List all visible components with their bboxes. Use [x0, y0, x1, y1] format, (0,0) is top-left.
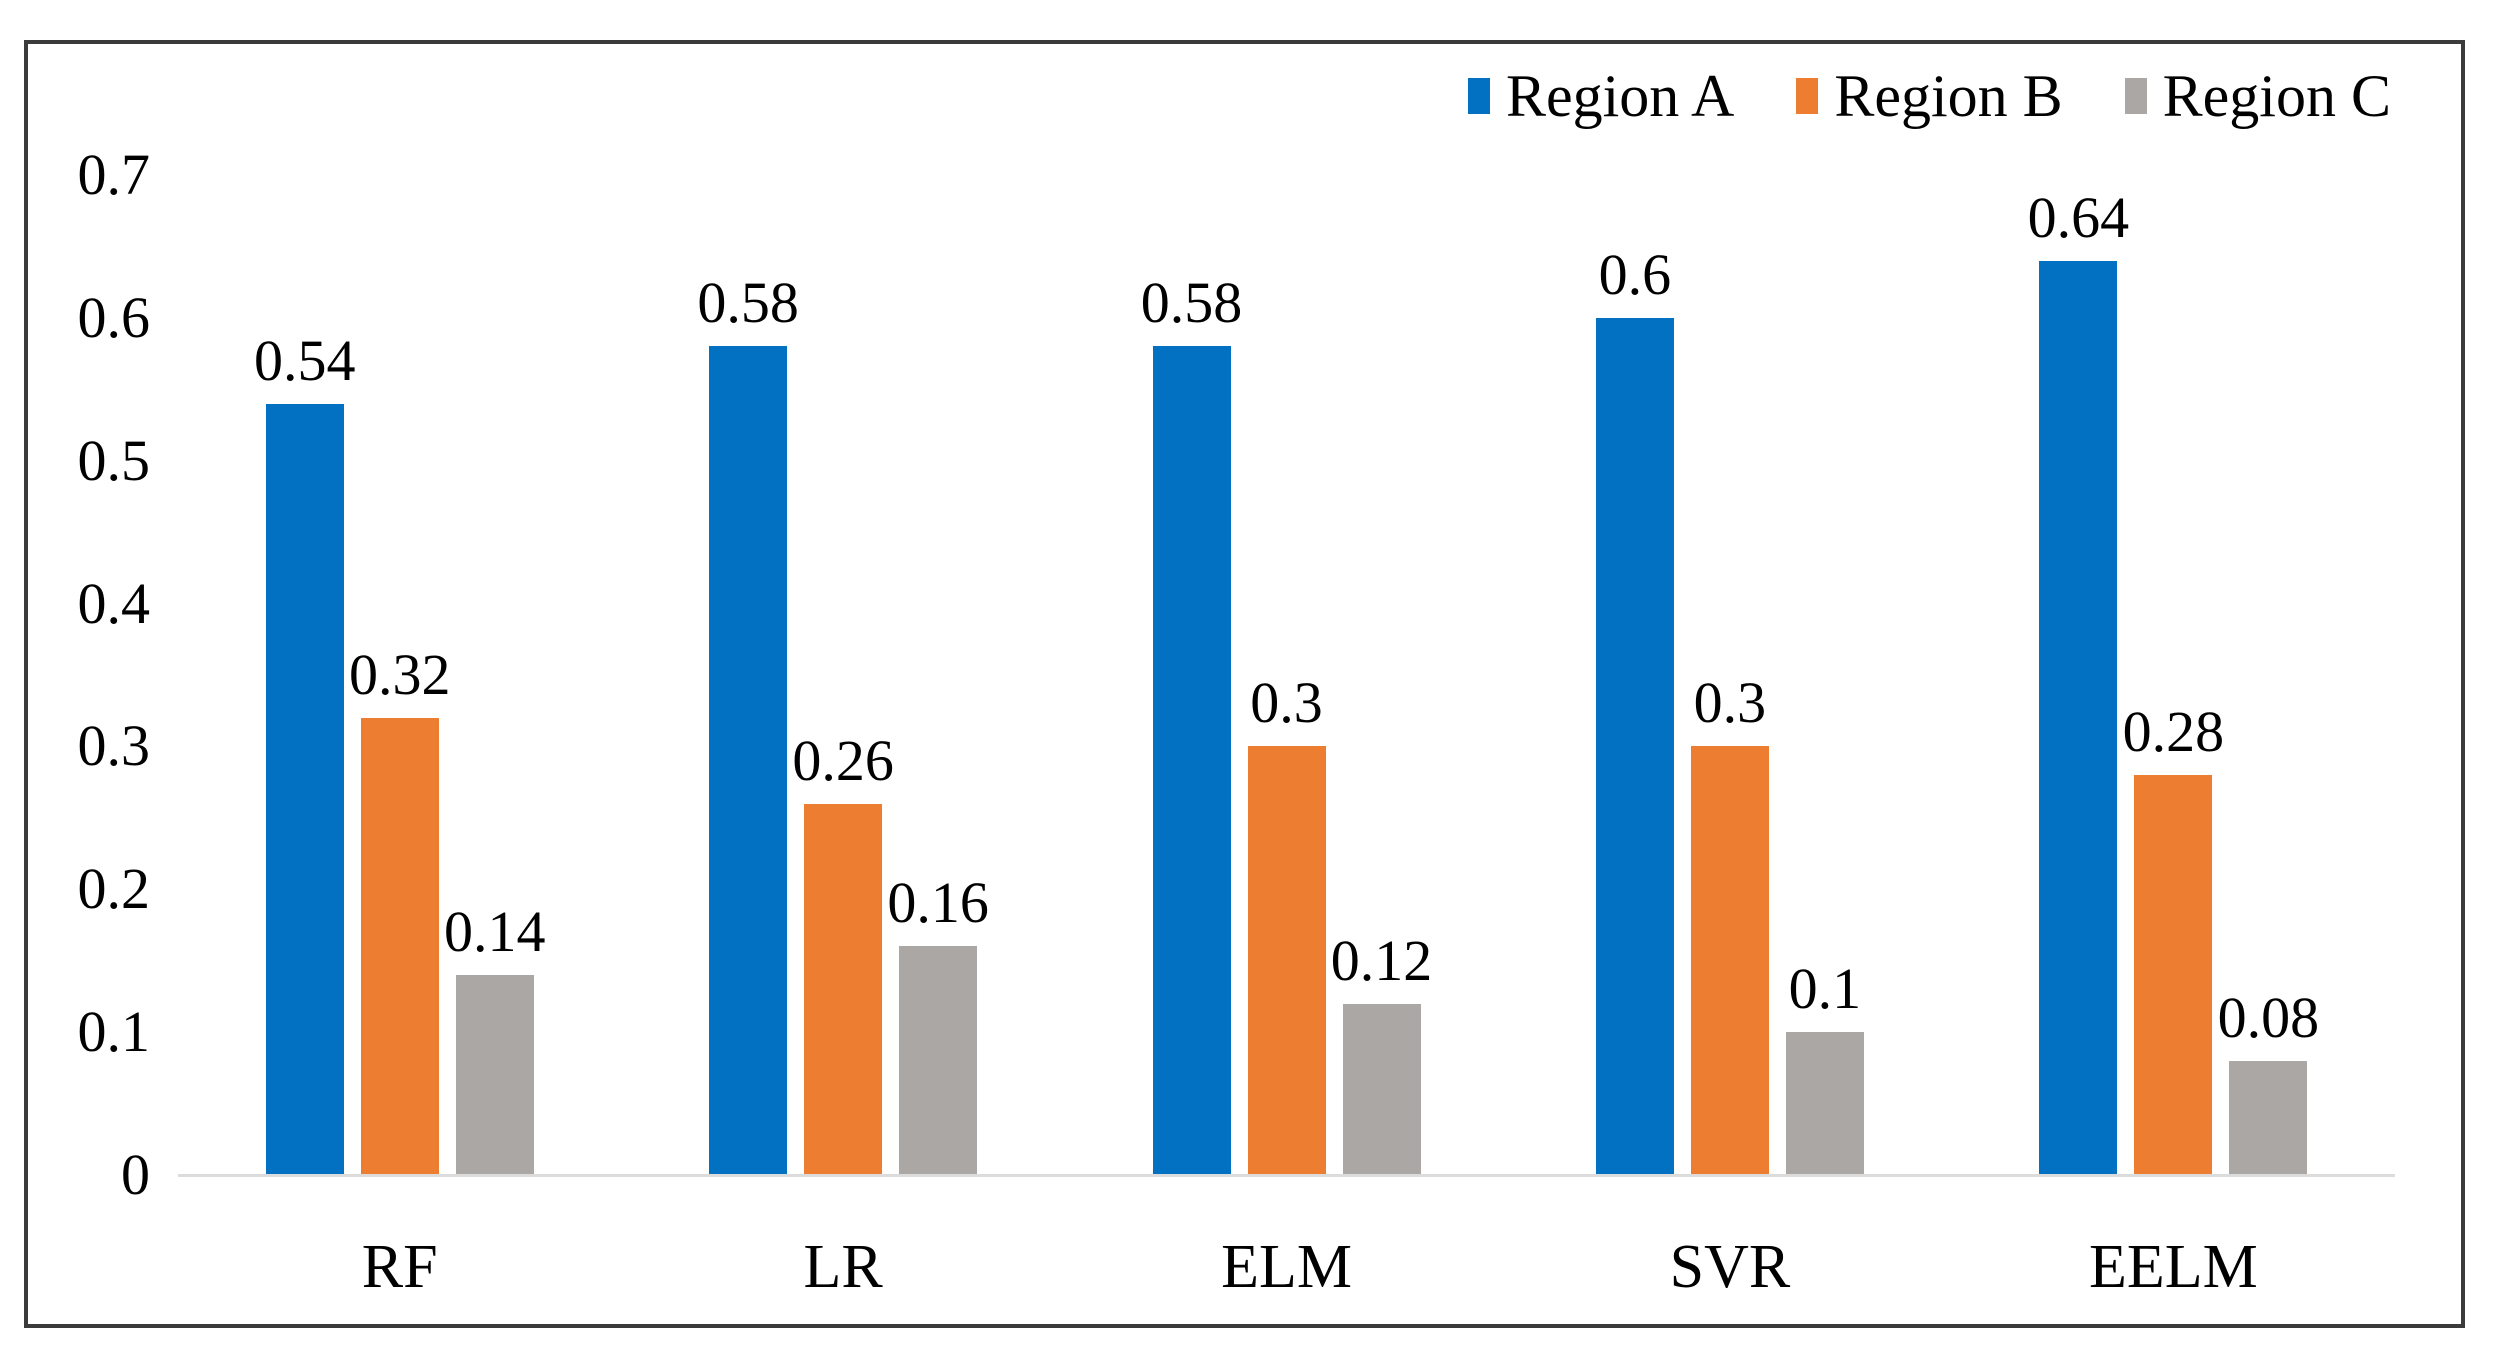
x-axis-baseline	[178, 1174, 2395, 1177]
y-tick-0-3: 0.3	[77, 713, 151, 779]
bar-label-lr-region-c: 0.16	[887, 870, 989, 936]
bar-group-lr: 0.58 0.26 0.16	[621, 175, 1064, 1175]
bar-label-svr-region-a: 0.6	[1598, 241, 1672, 307]
bar-label-rf-region-b: 0.32	[348, 641, 451, 707]
x-label-rf: RF	[361, 1233, 438, 1301]
bar-groups: 0.54 0.32 0.14 0.58 0.26 0.16 0.58 0.3 0.12 0.6 0.…	[178, 175, 2395, 1175]
bar-rf-region-a: 0.54	[254, 331, 355, 1175]
bar-svr-region-a: 0.6	[1595, 245, 1674, 1175]
bar-group-eelm: 0.64 0.28 0.08	[1952, 175, 2395, 1175]
bar-group-rf: 0.54 0.32 0.14	[178, 175, 621, 1175]
legend-label-region-c: Region C	[2162, 63, 2391, 129]
bar-elm-region-b: 0.3	[1247, 674, 1326, 1175]
legend-swatch-region-c	[2124, 78, 2147, 114]
bar-lr-region-a: 0.58	[697, 274, 799, 1175]
bar-label-eelm-region-b: 0.28	[2122, 699, 2225, 764]
bar-eelm-region-c: 0.08	[2218, 988, 2319, 1175]
legend-label-region-a: Region A	[1505, 63, 1735, 129]
legend-item-region-a: Region A	[1467, 63, 1735, 129]
bar-label-lr-region-a: 0.58	[697, 270, 799, 336]
legend-item-region-b: Region B	[1796, 63, 2063, 129]
y-tick-0: 0	[121, 1142, 150, 1207]
y-tick-0-4: 0.4	[77, 570, 151, 636]
bar-label-eelm-region-c: 0.08	[2217, 984, 2320, 1050]
bar-label-svr-region-b: 0.3	[1693, 670, 1767, 736]
bar-elm-region-c: 0.12	[1331, 931, 1432, 1175]
bar-rf-region-c: 0.14	[444, 903, 545, 1175]
bar-label-svr-region-c: 0.1	[1788, 956, 1862, 1022]
bar-lr-region-c: 0.16	[887, 874, 989, 1175]
y-tick-0-5: 0.5	[77, 427, 151, 493]
bar-label-rf-region-a: 0.54	[253, 327, 356, 393]
legend-swatch-region-b	[1796, 78, 1819, 114]
x-label-svr: SVR	[1669, 1233, 1791, 1301]
legend-label-region-b: Region B	[1834, 63, 2063, 129]
bar-svr-region-b: 0.3	[1690, 674, 1769, 1175]
bar-eelm-region-a: 0.64	[2028, 188, 2129, 1175]
x-axis-labels: RF LR ELM SVR EELM	[178, 1236, 2395, 1298]
bar-label-rf-region-c: 0.14	[443, 899, 546, 964]
bar-group-elm: 0.58 0.3 0.12	[1065, 175, 1508, 1175]
y-tick-0-7: 0.7	[77, 142, 151, 207]
y-tick-0-1: 0.1	[77, 999, 151, 1065]
legend: Region A Region B Region C	[1467, 63, 2391, 129]
bar-rf-region-b: 0.32	[349, 645, 450, 1175]
bar-svr-region-c: 0.1	[1785, 960, 1864, 1175]
y-axis-ticks: 0 0.1 0.2 0.3 0.4 0.5 0.6 0.7	[28, 146, 178, 1204]
x-label-eelm: EELM	[2088, 1233, 2258, 1301]
bar-lr-region-b: 0.26	[792, 731, 894, 1175]
x-label-elm: ELM	[1221, 1233, 1352, 1301]
bar-label-elm-region-c: 0.12	[1330, 927, 1433, 993]
legend-item-region-c: Region C	[2124, 63, 2391, 129]
bar-elm-region-a: 0.58	[1141, 274, 1242, 1175]
y-tick-0-2: 0.2	[77, 856, 151, 922]
bar-label-eelm-region-a: 0.64	[2027, 184, 2130, 250]
bar-group-svr: 0.6 0.3 0.1	[1508, 175, 1951, 1175]
bar-label-elm-region-a: 0.58	[1140, 270, 1243, 336]
x-label-lr: LR	[803, 1233, 883, 1301]
plot-area: 0.54 0.32 0.14 0.58 0.26 0.16 0.58 0.3 0.12 0.6 0.…	[178, 175, 2395, 1177]
bar-label-lr-region-b: 0.26	[792, 727, 894, 793]
y-tick-0-6: 0.6	[77, 284, 151, 350]
bar-label-elm-region-b: 0.3	[1250, 670, 1323, 736]
bar-eelm-region-b: 0.28	[2123, 703, 2224, 1175]
chart-figure: Region A Region B Region C 0 0.1 0.2 0.3 0.4 0.…	[24, 40, 2465, 1328]
legend-swatch-region-a	[1467, 78, 1490, 114]
